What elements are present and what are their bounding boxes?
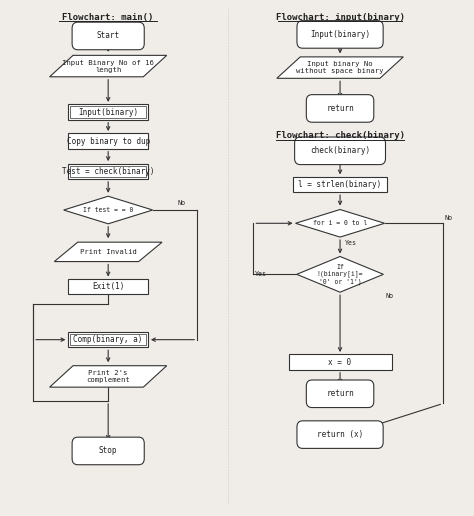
FancyBboxPatch shape: [68, 279, 148, 294]
Text: l = strlen(binary): l = strlen(binary): [299, 180, 382, 189]
Text: return: return: [326, 389, 354, 398]
Polygon shape: [55, 242, 162, 262]
Text: return (x): return (x): [317, 430, 363, 439]
Text: If test = = 0: If test = = 0: [83, 207, 133, 213]
FancyBboxPatch shape: [297, 421, 383, 448]
Polygon shape: [296, 209, 384, 237]
Text: Yes: Yes: [255, 271, 267, 277]
FancyBboxPatch shape: [68, 104, 148, 120]
Text: Input(binary): Input(binary): [310, 30, 370, 39]
FancyBboxPatch shape: [72, 437, 144, 465]
Polygon shape: [64, 196, 153, 224]
FancyBboxPatch shape: [68, 332, 148, 347]
Text: Flowchart: input(binary): Flowchart: input(binary): [275, 12, 404, 22]
Text: Comp(binary, a): Comp(binary, a): [73, 335, 143, 344]
Text: Flowchart: main(): Flowchart: main(): [63, 12, 154, 22]
FancyBboxPatch shape: [68, 134, 148, 149]
Text: Copy binary to dup: Copy binary to dup: [66, 137, 150, 146]
Text: Start: Start: [97, 31, 120, 40]
FancyBboxPatch shape: [297, 21, 383, 48]
Text: Flowchart: check(binary): Flowchart: check(binary): [275, 131, 404, 140]
Text: Exit(1): Exit(1): [92, 282, 124, 291]
Polygon shape: [297, 256, 383, 292]
FancyBboxPatch shape: [68, 164, 148, 179]
Text: return: return: [326, 104, 354, 113]
FancyBboxPatch shape: [306, 380, 374, 408]
FancyBboxPatch shape: [289, 354, 392, 370]
Polygon shape: [50, 366, 167, 387]
Text: Print Invalid: Print Invalid: [80, 249, 137, 255]
Text: check(binary): check(binary): [310, 147, 370, 155]
Text: Input binary No
without space binary: Input binary No without space binary: [296, 61, 384, 74]
Text: Test = check(binary): Test = check(binary): [62, 167, 155, 176]
Text: No: No: [177, 200, 185, 206]
Text: No: No: [444, 215, 452, 221]
FancyBboxPatch shape: [295, 137, 385, 165]
Text: Stop: Stop: [99, 446, 118, 456]
FancyBboxPatch shape: [306, 94, 374, 122]
Polygon shape: [277, 57, 403, 78]
Polygon shape: [50, 55, 167, 77]
Text: x = 0: x = 0: [328, 358, 352, 367]
Text: Input Binary No of 16
length: Input Binary No of 16 length: [62, 59, 154, 73]
Text: Input(binary): Input(binary): [78, 107, 138, 117]
Text: No: No: [385, 293, 393, 299]
Text: Print 2's
complement: Print 2's complement: [86, 370, 130, 383]
Text: If
!(binary[i]=
'0' or '1'): If !(binary[i]= '0' or '1'): [317, 264, 363, 285]
Text: for i = 0 to l: for i = 0 to l: [313, 220, 367, 227]
FancyBboxPatch shape: [72, 22, 144, 50]
Text: Yes: Yes: [345, 240, 357, 246]
FancyBboxPatch shape: [293, 177, 387, 192]
